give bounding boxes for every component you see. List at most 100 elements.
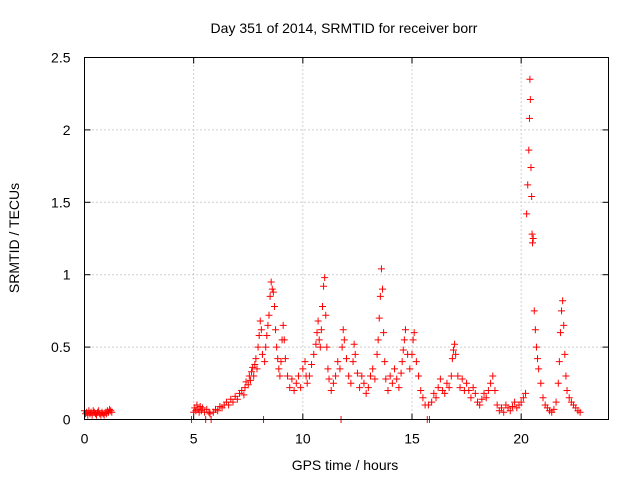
data-point [445, 384, 453, 392]
data-point [286, 384, 294, 392]
data-point [511, 398, 519, 406]
data-point [489, 372, 497, 380]
data-point [391, 365, 399, 373]
data-point [449, 346, 457, 354]
data-point [539, 394, 547, 402]
data-point [292, 379, 300, 387]
data-point [315, 336, 323, 344]
data-point [340, 336, 348, 344]
data-point [448, 355, 456, 363]
x-axis-label: GPS time / hours [292, 457, 399, 473]
data-point [376, 292, 384, 300]
data-point [463, 379, 471, 387]
data-point [556, 329, 564, 337]
data-point [275, 365, 283, 373]
data-point [373, 350, 381, 358]
data-point [297, 384, 305, 392]
data-point [400, 336, 408, 344]
data-point [244, 381, 252, 389]
data-point [436, 375, 444, 383]
data-point [248, 368, 256, 376]
data-point [534, 355, 542, 363]
data-point [552, 398, 560, 406]
data-point [528, 230, 536, 238]
data-point [325, 375, 333, 383]
data-point [469, 384, 477, 392]
data-point [480, 389, 488, 397]
data-point [294, 372, 302, 380]
data-point [561, 350, 569, 358]
data-point [555, 358, 563, 366]
data-point [393, 375, 401, 383]
data-point [406, 365, 414, 373]
data-point [255, 332, 263, 340]
data-point [524, 181, 532, 189]
data-point [380, 329, 388, 337]
data-point [250, 372, 258, 380]
data-point [537, 379, 545, 387]
data-point [371, 375, 379, 383]
data-point [263, 332, 271, 340]
data-point [317, 326, 325, 334]
data-point [324, 365, 332, 373]
data-point [424, 401, 432, 409]
data-point [308, 360, 316, 368]
data-point [301, 358, 309, 366]
data-point [525, 114, 533, 122]
data-point [350, 340, 358, 348]
data-point [415, 372, 423, 380]
data-point [526, 95, 534, 103]
data-point [332, 372, 340, 380]
x-tick-label: 5 [190, 431, 198, 447]
data-point [498, 404, 506, 412]
data-point [351, 350, 359, 358]
data-point [377, 265, 385, 273]
data-point [273, 343, 281, 351]
data-point [95, 407, 103, 415]
data-point [519, 394, 527, 402]
data-point [316, 343, 324, 351]
data-point [560, 321, 568, 329]
data-point [253, 365, 261, 373]
data-point [321, 274, 329, 282]
data-point [284, 372, 292, 380]
data-point [108, 408, 116, 416]
data-point [343, 355, 350, 363]
x-tick-label: 20 [513, 431, 529, 447]
data-point [409, 336, 417, 344]
data-point [398, 358, 406, 366]
data-point [428, 398, 436, 406]
data-point [384, 387, 392, 395]
data-point [266, 292, 274, 300]
data-point [382, 375, 390, 383]
data-point [276, 372, 284, 380]
data-point [530, 307, 538, 315]
data-point [419, 394, 427, 402]
data-point [550, 405, 558, 413]
data-point [531, 326, 539, 334]
data-point [487, 379, 495, 387]
data-point [349, 358, 357, 366]
data-point [523, 210, 531, 218]
data-point [336, 365, 344, 373]
data-point [452, 350, 460, 358]
data-point [334, 358, 342, 366]
data-point [467, 394, 475, 402]
data-point [238, 387, 246, 395]
data-point [262, 343, 270, 351]
data-point [254, 343, 262, 351]
data-point [432, 394, 440, 402]
data-point [339, 326, 347, 334]
y-tick-label: 2 [63, 122, 71, 138]
data-point [562, 372, 570, 380]
data-point [345, 372, 353, 380]
data-points [81, 75, 584, 423]
x-tick-label: 0 [81, 431, 89, 447]
data-point [358, 372, 366, 380]
data-point [313, 329, 321, 337]
data-point [506, 407, 514, 415]
data-point [529, 239, 537, 247]
y-axis-label: SRMTID / TECUs [6, 183, 22, 293]
data-point [441, 389, 449, 397]
